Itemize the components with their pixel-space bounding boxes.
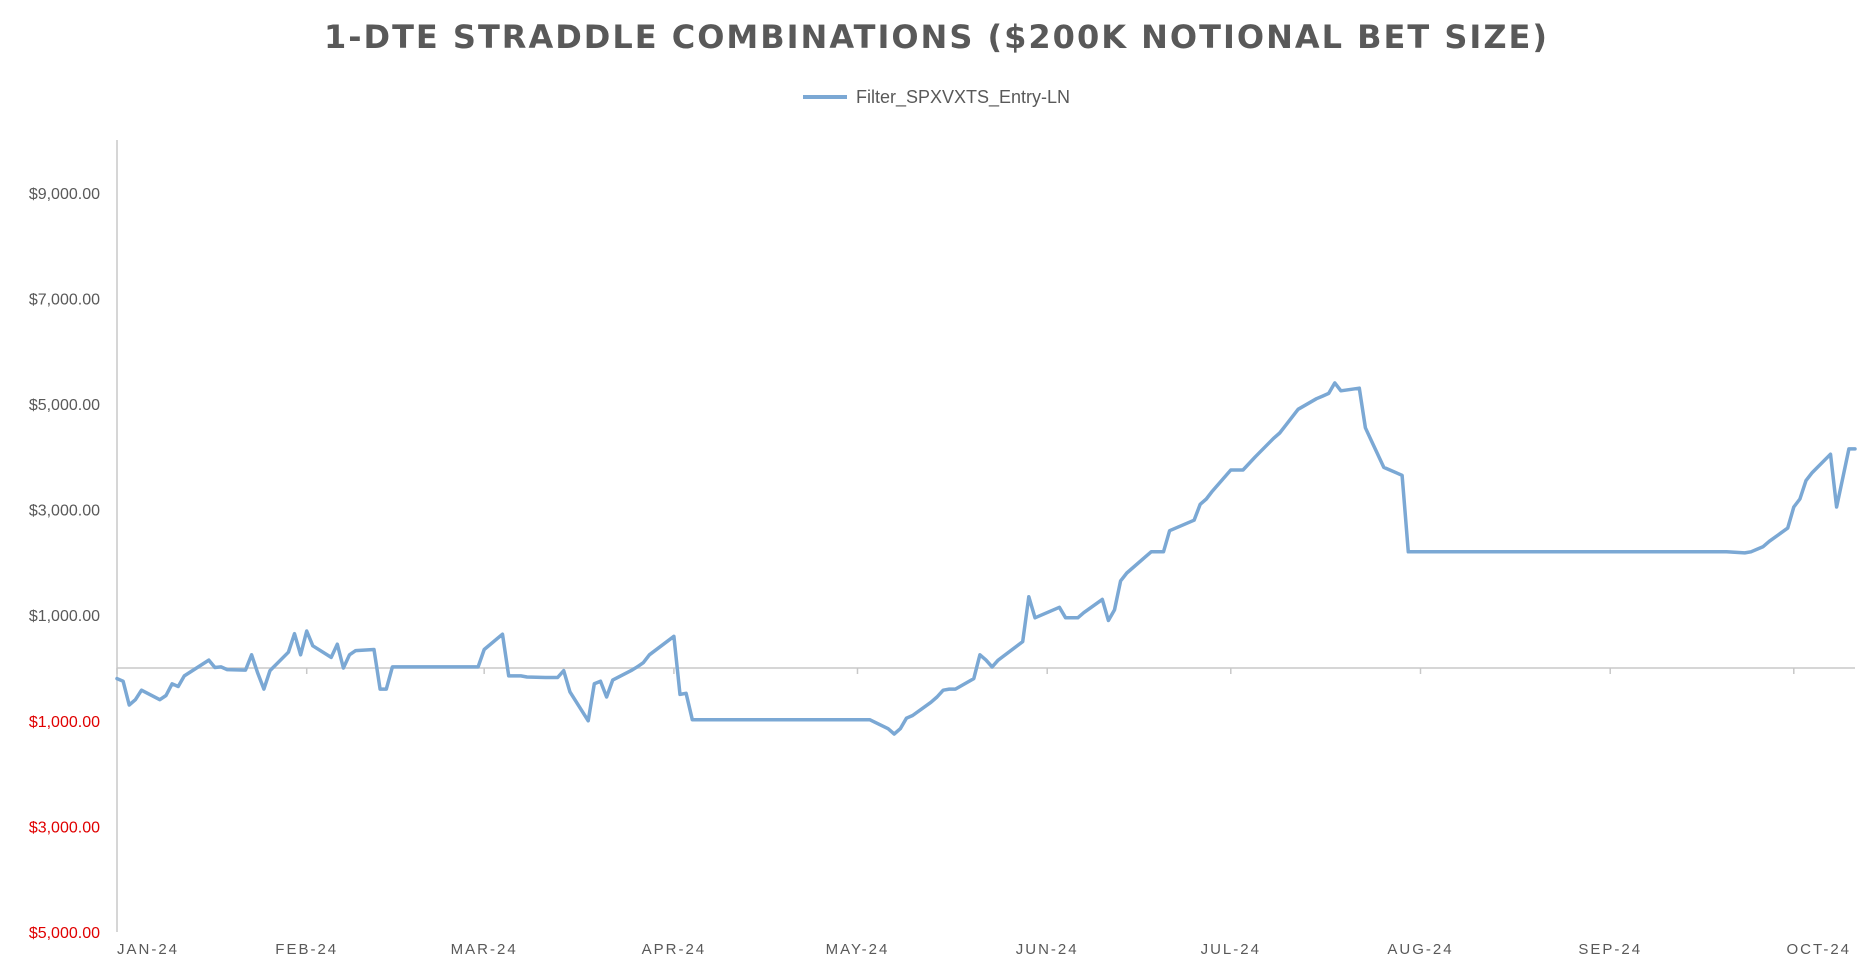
y-tick-label: $3,000.00 (29, 819, 100, 836)
x-axis-ticks: JAN-24 FEB-24 MAR-24 APR-24 MAY-24 JUN-24 JUL-… (116, 668, 1851, 958)
x-tick-label: JUL-24 (1201, 941, 1261, 958)
y-tick-label: $1,000.00 (29, 608, 100, 625)
legend-swatch (802, 95, 847, 100)
legend-label: Filter_SPXVXTS_Entry-LN (855, 86, 1071, 107)
y-axis-ticks: $9,000.00 $7,000.00 $5,000.00 $3,000.00 $1,0… (29, 186, 100, 942)
series-layer (115, 381, 1857, 736)
x-tick-label: FEB-24 (275, 941, 338, 958)
chart-title: 1-DTE STRADDLE COMBINATIONS ($200K NOTIO… (323, 18, 1549, 56)
x-tick-label: AUG-24 (1387, 941, 1453, 958)
x-tick-label: JAN-24 (117, 941, 179, 958)
y-tick-label: $5,000.00 (29, 397, 100, 414)
y-tick-label: $5,000.00 (29, 925, 100, 942)
y-tick-label: $7,000.00 (29, 291, 100, 308)
legend: Filter_SPXVXTS_Entry-LN (0, 86, 1873, 108)
x-tick-label: JUN-24 (1016, 941, 1079, 958)
x-tick-label: APR-24 (642, 941, 707, 958)
x-tick-label: SEP-24 (1578, 941, 1642, 958)
y-tick-label: $3,000.00 (29, 503, 100, 520)
y-tick-label: $9,000.00 (29, 186, 100, 203)
x-tick-label: MAR-24 (451, 941, 518, 958)
x-tick-label: MAY-24 (826, 941, 890, 958)
series-line-0 (115, 381, 1857, 736)
y-tick-label: $1,000.00 (29, 714, 100, 731)
axes (116, 140, 1855, 932)
x-tick-label: OCT-24 (1786, 941, 1851, 958)
